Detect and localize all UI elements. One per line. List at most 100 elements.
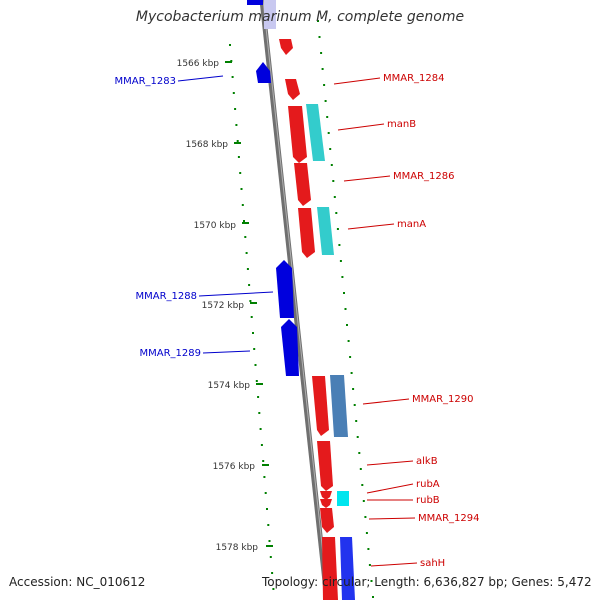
tick-dot xyxy=(353,404,356,406)
tick-dot xyxy=(255,380,258,382)
tick-dot xyxy=(257,396,260,398)
tick-dot xyxy=(336,228,339,230)
tick-dot xyxy=(253,348,256,350)
tick-dot xyxy=(321,68,324,70)
tick-dot xyxy=(266,508,268,510)
tick-dot xyxy=(262,460,265,462)
tick-dot xyxy=(249,300,252,302)
tick-dot xyxy=(343,292,345,294)
tick-dot xyxy=(372,596,374,598)
leader-1284 xyxy=(333,77,381,85)
tick-dot xyxy=(346,324,348,326)
tick-dot xyxy=(367,548,370,550)
tick-dot xyxy=(359,468,362,470)
tick-label: 1574 kbp xyxy=(208,381,251,391)
leader-1283 xyxy=(177,75,224,82)
gene-label[interactable]: sahH xyxy=(420,558,445,569)
tick-label: 1568 kbp xyxy=(186,140,229,150)
gene-label[interactable]: MMAR_1289 xyxy=(140,348,202,359)
tick-dot xyxy=(235,124,238,126)
tick-label: 1566 kbp xyxy=(177,59,220,69)
gene-label[interactable]: MMAR_1290 xyxy=(412,394,474,405)
tick-dot xyxy=(229,44,231,46)
gene-arrow-1294 xyxy=(320,508,334,533)
gene-label[interactable]: rubA xyxy=(416,479,440,490)
tick-dot xyxy=(341,276,344,278)
leader-rubA xyxy=(366,483,414,494)
map-title: Mycobacterium marinum M, complete genome xyxy=(135,9,465,25)
gene-arrow-rubA xyxy=(320,491,332,500)
tick-dot xyxy=(269,556,272,558)
tick-dot xyxy=(267,524,270,526)
gene-label[interactable]: MMAR_1294 xyxy=(418,513,480,524)
secondary-track xyxy=(306,104,355,600)
tick-dot xyxy=(231,76,234,78)
gene-arrow-1290 xyxy=(312,376,329,436)
tick-dot xyxy=(259,428,262,430)
outer-tick-column xyxy=(317,20,374,598)
gene-arrow-1284 xyxy=(285,79,300,100)
tick-dot xyxy=(362,500,365,502)
accession-text: Accession: NC_010612 xyxy=(9,575,146,589)
tick-dot xyxy=(350,372,353,374)
leader-sahH xyxy=(370,562,418,567)
gene-label[interactable]: manA xyxy=(397,219,426,230)
tick-dot xyxy=(248,284,251,286)
tick-mark xyxy=(225,61,232,63)
tick-dot xyxy=(241,204,244,206)
tick-dot xyxy=(272,588,275,590)
tick-dot xyxy=(347,340,350,342)
genome-backbone xyxy=(259,0,330,600)
tick-dot xyxy=(318,36,321,38)
tick-mark xyxy=(242,222,249,224)
cyan-feature-manA xyxy=(317,207,334,255)
tick-mark xyxy=(234,142,241,144)
leader-1289 xyxy=(202,350,251,354)
tick-dot xyxy=(332,180,335,182)
gene-arrow-alkB xyxy=(317,441,333,491)
gene-arrow-sahH xyxy=(322,537,338,600)
top-partial-feature xyxy=(247,0,263,5)
genome-backbone-highlight xyxy=(262,0,329,600)
gene-label[interactable]: MMAR_1288 xyxy=(136,291,198,302)
tick-dot xyxy=(338,244,341,246)
tick-dot xyxy=(246,268,249,270)
tick-dot xyxy=(234,108,237,110)
tick-mark xyxy=(250,302,257,304)
tick-dot xyxy=(245,252,248,254)
gene-label[interactable]: alkB xyxy=(416,456,438,467)
tick-dot xyxy=(324,100,327,102)
tick-dot xyxy=(361,484,364,486)
tick-dot xyxy=(329,148,332,150)
gene-label[interactable]: manB xyxy=(387,119,416,130)
tick-dot xyxy=(368,564,371,566)
tick-mark xyxy=(262,464,269,466)
tick-dot xyxy=(335,212,338,214)
leader-alkB xyxy=(366,460,414,466)
cyan-feature-manB xyxy=(306,104,325,161)
cyan-feature-rubB xyxy=(337,491,349,506)
label-leaders xyxy=(177,75,418,567)
scale-ticks: 1566 kbp 1568 kbp 1570 kbp 1572 kbp 1574… xyxy=(177,59,273,553)
gene-arrow-rubB xyxy=(320,499,332,508)
tick-dot xyxy=(252,332,254,334)
gene-arrow-manB xyxy=(288,106,307,163)
tick-dot xyxy=(326,116,329,118)
gene-label[interactable]: MMAR_1284 xyxy=(383,73,445,84)
tick-dot xyxy=(232,92,235,94)
tick-mark xyxy=(256,383,263,385)
tick-dot xyxy=(254,364,257,366)
tick-dot xyxy=(317,20,319,22)
tick-dot xyxy=(260,444,263,446)
tick-dot xyxy=(320,52,323,54)
tick-dot xyxy=(239,172,242,174)
tick-dot xyxy=(263,476,266,478)
gene-label[interactable]: rubB xyxy=(416,495,440,506)
gene-label[interactable]: MMAR_1286 xyxy=(393,171,455,182)
tick-mark xyxy=(266,545,273,547)
tick-dot xyxy=(243,220,245,222)
top-partial-feature-2 xyxy=(264,0,276,29)
tick-dot xyxy=(356,436,359,438)
gene-label[interactable]: MMAR_1283 xyxy=(115,76,177,87)
